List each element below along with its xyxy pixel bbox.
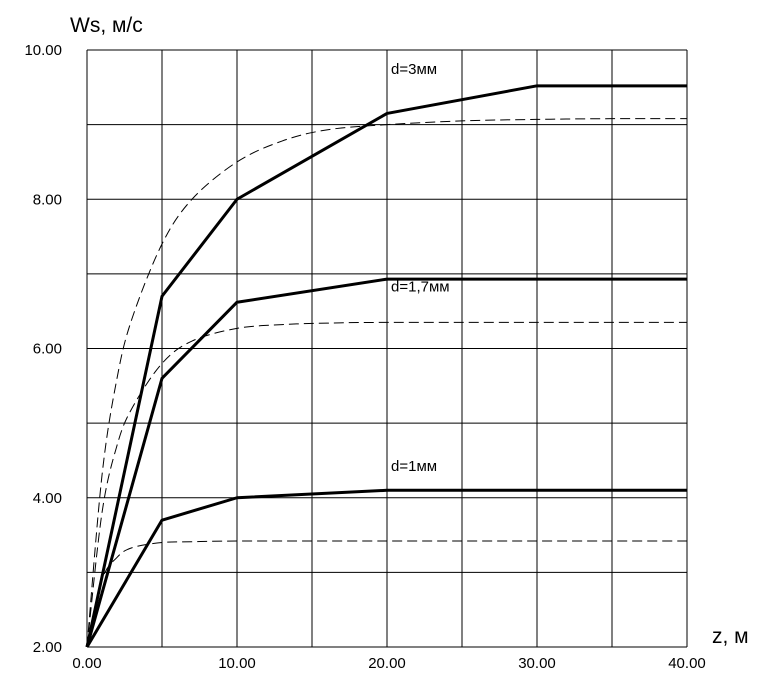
x-axis-title: z, м <box>712 625 749 648</box>
x-tick-label: 0.00 <box>72 655 101 672</box>
series-label: d=1,7мм <box>391 279 450 296</box>
x-tick-label: 40.00 <box>668 655 706 672</box>
solid-series-line <box>85 277 687 648</box>
series-label: d=1мм <box>391 458 437 475</box>
y-tick-label: 6.00 <box>33 341 62 358</box>
y-tick-label: 8.00 <box>33 191 62 208</box>
series-labels: d=3мм d=1,7мм d=1мм <box>391 61 450 475</box>
dashed-series-line <box>86 118 688 648</box>
dashed-lines <box>86 118 688 648</box>
x-tick-label: 30.00 <box>518 655 556 672</box>
dashed-series-line <box>86 321 687 648</box>
solid-lines <box>85 84 687 648</box>
x-tick-label: 10.00 <box>218 655 256 672</box>
dashed-series-line <box>86 540 687 648</box>
series-label: d=3мм <box>391 61 437 78</box>
y-tick-label: 2.00 <box>33 639 62 656</box>
x-tick-label: 20.00 <box>368 655 406 672</box>
grid <box>86 49 688 648</box>
solid-series-line <box>85 488 687 648</box>
y-axis-title: Ws, м/с <box>70 14 143 37</box>
solid-series-line <box>85 84 687 648</box>
y-tick-label: 4.00 <box>33 490 62 507</box>
y-tick-label: 10.00 <box>24 42 62 59</box>
tick-labels: 0.00 10.00 20.00 30.00 40.00 2.00 4.00 6.00 8.00… <box>24 42 705 672</box>
